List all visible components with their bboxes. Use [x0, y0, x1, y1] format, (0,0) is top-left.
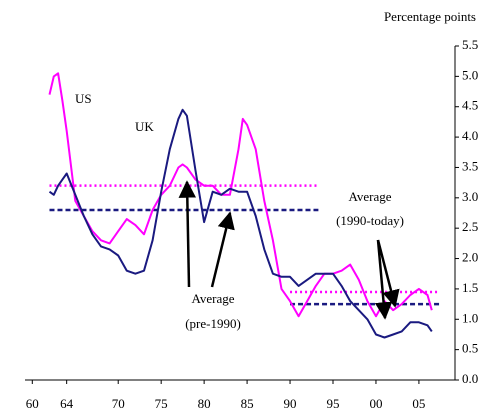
line-series	[48, 108, 433, 339]
arrow	[210, 211, 235, 288]
annotation: Average	[191, 291, 234, 306]
y-tick-label: 4.5	[462, 98, 478, 113]
annotation: US	[75, 91, 92, 106]
y-tick-label: 0.5	[462, 341, 478, 356]
x-tick-label: 05	[412, 396, 425, 411]
y-tick-label: 2.0	[462, 250, 478, 265]
y-tick-label: 1.5	[462, 280, 478, 295]
annotation: (1990-today)	[336, 213, 404, 228]
arrow	[376, 239, 400, 308]
x-tick-label: 60	[26, 396, 39, 411]
y-tick-label: 3.5	[462, 158, 478, 173]
x-tick-label: 75	[155, 396, 168, 411]
annotation: Average	[348, 189, 391, 204]
y-tick-label: 0.0	[462, 371, 478, 386]
x-tick-label: 80	[198, 396, 211, 411]
y-tick-label: 2.5	[462, 219, 478, 234]
y-tick-label: 4.0	[462, 128, 478, 143]
y-tick-label: 3.0	[462, 189, 478, 204]
x-tick-label: 70	[112, 396, 125, 411]
annotation: (pre-1990)	[185, 316, 241, 331]
x-tick-label: 64	[60, 396, 74, 411]
y-tick-label: 5.5	[462, 37, 478, 52]
arrow	[178, 180, 197, 288]
x-tick-label: 90	[284, 396, 297, 411]
x-tick-label: 95	[327, 396, 340, 411]
y-axis-label: Percentage points	[384, 9, 476, 24]
arrow	[374, 239, 393, 320]
y-tick-label: 5.0	[462, 67, 478, 82]
annotation: UK	[135, 119, 154, 134]
line-series	[48, 72, 433, 318]
x-tick-label: 85	[241, 396, 254, 411]
arrows	[178, 180, 400, 320]
y-tick-label: 1.0	[462, 310, 478, 325]
x-tick-label: 00	[369, 396, 382, 411]
